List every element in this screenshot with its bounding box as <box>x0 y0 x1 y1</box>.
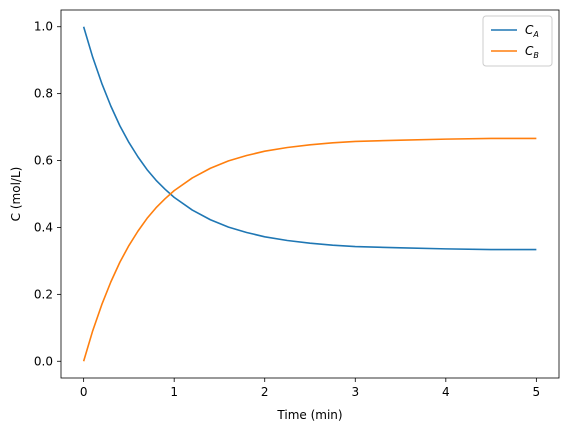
y-tick-label: 0.8 <box>34 87 53 101</box>
plot-frame <box>60 9 560 379</box>
series-layer <box>82 26 537 362</box>
y-tick-label: 0.2 <box>34 287 53 301</box>
x-axis-label: Time (min) <box>276 408 342 422</box>
y-tick-label: 0.6 <box>34 154 53 168</box>
x-tick-label: 5 <box>533 385 541 399</box>
x-tick-label: 0 <box>80 385 88 399</box>
y-axis: 0.0 0.2 0.4 0.6 0.8 1.0 <box>34 20 61 368</box>
series-line-c-b <box>82 137 537 362</box>
y-tick-label: 0.0 <box>34 354 53 368</box>
y-tick-label: 0.4 <box>34 220 53 234</box>
x-tick-label: 1 <box>170 385 178 399</box>
y-axis-label: C (mol/L) <box>9 167 23 222</box>
x-tick-label: 3 <box>351 385 359 399</box>
legend-box <box>482 15 553 67</box>
series-line-c-a <box>82 26 537 251</box>
x-tick-label: 4 <box>442 385 450 399</box>
legend-entry-label: CA <box>525 23 539 39</box>
legend-entry-label: CB <box>525 44 539 60</box>
x-tick-label: 2 <box>261 385 269 399</box>
x-axis: 0 1 2 3 4 5 <box>80 378 540 399</box>
legend: CA CB <box>482 15 553 67</box>
plot-area <box>61 10 559 378</box>
y-tick-label: 1.0 <box>34 20 53 34</box>
